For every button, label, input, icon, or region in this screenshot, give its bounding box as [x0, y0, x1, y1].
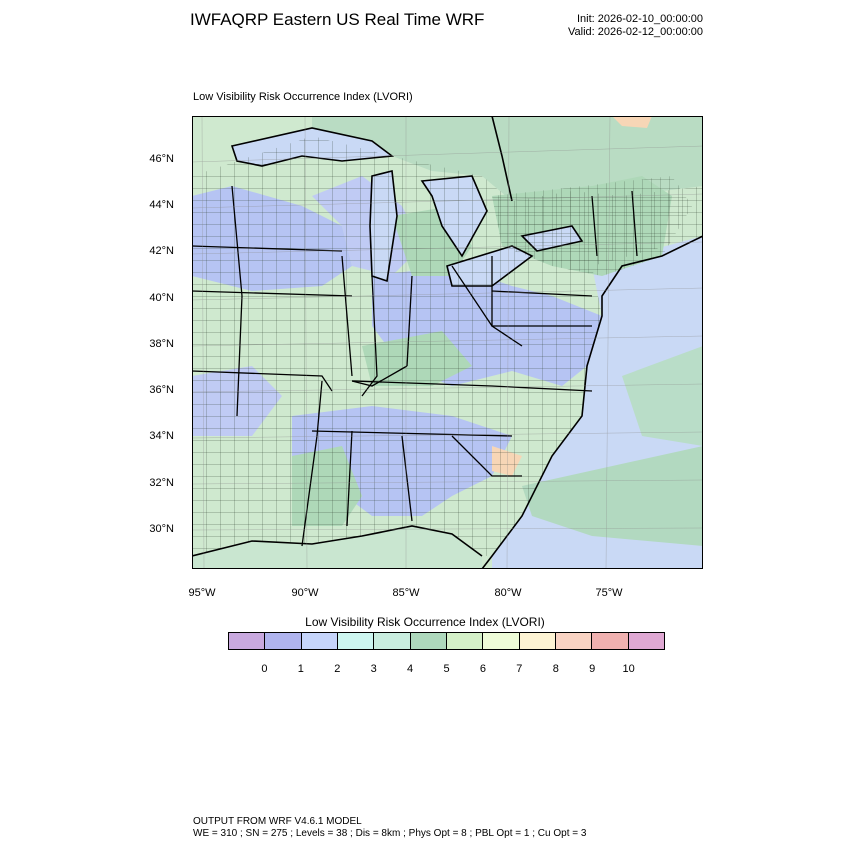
- gulf-of-mexico: [192, 526, 482, 569]
- colorbar-label: 6: [479, 663, 486, 675]
- colorbar-bin: [229, 633, 266, 649]
- lon-label-85: 85°W: [392, 587, 420, 599]
- init-valid-times: Init: 2026-02-10_00:00:00 Valid: 2026-02…: [530, 13, 703, 39]
- colorbar-title: Low Visibility Risk Occurrence Index (LV…: [305, 615, 545, 629]
- colorbar-label: 9: [589, 663, 596, 675]
- colorbar-label: 8: [552, 663, 559, 675]
- colorbar-bin: [265, 633, 302, 649]
- ocean-fog-band: [622, 346, 703, 446]
- lat-label-46: 46°N: [149, 153, 174, 165]
- colorbar-bin: [374, 633, 411, 649]
- lon-label-80: 80°W: [494, 587, 522, 599]
- init-time: Init: 2026-02-10_00:00:00: [577, 13, 703, 25]
- northeast-counties: [492, 176, 692, 276]
- colorbar-bin: [555, 633, 593, 649]
- lat-label-30: 30°N: [149, 523, 174, 535]
- colorbar-label: 0: [261, 663, 268, 675]
- colorbar: [228, 632, 665, 650]
- colorbar-bin: [628, 633, 664, 649]
- ocean-fog-band-2: [522, 446, 703, 546]
- lvori-map: [192, 116, 703, 569]
- map-subtitle: Low Visibility Risk Occurrence Index (LV…: [193, 91, 413, 103]
- canada-region: [312, 116, 703, 201]
- lat-label-38: 38°N: [149, 338, 174, 350]
- lon-label-90: 90°W: [291, 587, 319, 599]
- lat-label-36: 36°N: [149, 384, 174, 396]
- colorbar-bin: [301, 633, 338, 649]
- colorbar-label: 4: [407, 663, 414, 675]
- model-footer: OUTPUT FROM WRF V4.6.1 MODEL WE = 310 ; …: [193, 816, 586, 840]
- colorbar-label: 2: [334, 663, 341, 675]
- state-boundaries: [192, 185, 638, 547]
- lon-label-75: 75°W: [595, 587, 623, 599]
- graticule: [192, 116, 703, 569]
- colorbar-bin: [592, 633, 629, 649]
- lat-label-34: 34°N: [149, 430, 174, 442]
- colorbar-label: 1: [297, 663, 304, 675]
- colorbar-bin: [410, 633, 447, 649]
- coastlines: [192, 116, 703, 569]
- colorbar-bin: [337, 633, 375, 649]
- lat-label-42: 42°N: [149, 245, 174, 257]
- map-frame: [192, 116, 703, 569]
- map-canvas: [192, 116, 703, 569]
- colorbar-bin: [519, 633, 556, 649]
- lat-label-44: 44°N: [149, 199, 174, 211]
- lon-label-95: 95°W: [188, 587, 216, 599]
- footer-line-2: WE = 310 ; SN = 275 ; Levels = 38 ; Dis …: [193, 828, 587, 839]
- colorbar-label: 3: [370, 663, 377, 675]
- footer-line-1: OUTPUT FROM WRF V4.6.1 MODEL: [193, 816, 362, 827]
- risk-zone-high-north: [612, 116, 652, 128]
- colorbar-bin: [446, 633, 484, 649]
- lat-label-32: 32°N: [149, 477, 174, 489]
- colorbar-label: 10: [622, 663, 635, 675]
- lat-label-40: 40°N: [149, 292, 174, 304]
- colorbar-bin: [483, 633, 520, 649]
- colorbar-label: 7: [516, 663, 523, 675]
- colorbar-label: 5: [443, 663, 450, 675]
- valid-time: Valid: 2026-02-12_00:00:00: [568, 26, 703, 38]
- page-title: IWFAQRP Eastern US Real Time WRF: [190, 10, 485, 29]
